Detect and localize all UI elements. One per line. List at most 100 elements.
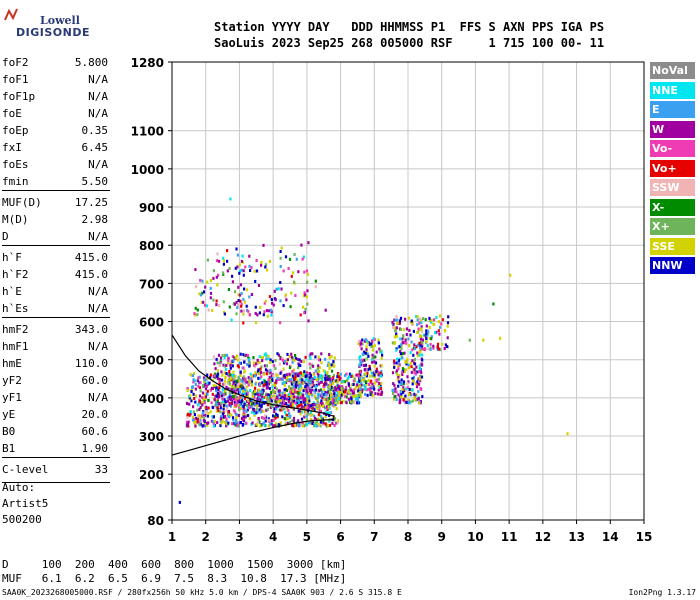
echo-point [300,417,304,421]
echo-point [272,414,275,418]
echo-point [246,353,249,357]
echo-point [192,380,195,384]
echo-point [224,414,227,418]
echo-point [216,421,219,425]
echo-point [237,424,240,428]
echo-point [254,305,257,309]
echo-point [296,398,299,402]
echo-point [203,380,206,384]
echo-point [199,381,202,385]
echo-point [235,420,238,424]
echo-point [324,391,327,394]
echo-point [339,391,342,394]
echo-point [294,372,297,376]
param-row: fmin 5.50 [2,175,108,192]
echo-point [264,419,267,423]
echo-point [235,300,238,304]
echo-point [401,370,404,374]
echo-point [213,424,216,428]
echo-point [365,383,368,387]
echo-point [217,353,221,357]
echo-point [308,386,311,390]
echo-point [355,383,359,387]
echo-point [228,387,231,391]
echo-point [296,405,299,408]
echo-point [206,381,209,385]
echo-point [250,379,253,383]
echo-point [247,376,250,380]
echo-point [203,424,207,428]
echo-point [319,375,322,379]
echo-point [235,412,238,416]
legend-item: SSE [650,237,695,255]
echo-point [406,386,409,390]
echo-point [306,372,309,376]
param-row: foF1 N/A [2,73,108,90]
echo-point [218,386,221,390]
echo-point [299,396,303,400]
echo-point [309,414,312,417]
echo-point [281,408,284,412]
echo-point [316,404,319,408]
echo-point [239,403,242,407]
echo-point [419,337,422,341]
echo-point [194,394,197,398]
x-tick-label: 12 [535,530,552,544]
echo-point [237,406,241,410]
echo-point [317,417,320,421]
echo-point [318,366,321,370]
echo-point [342,392,345,396]
echo-point [311,352,314,356]
echo-point [216,377,219,381]
echo-point [198,414,201,418]
echo-point [350,397,353,401]
echo-point [204,413,207,417]
echo-point [421,347,424,351]
echo-point [275,387,278,391]
echo-point [193,397,196,400]
echo-point [288,355,291,358]
echo-point [265,372,268,376]
echo-point [233,405,236,408]
echo-point [368,343,371,347]
echo-point [307,379,310,383]
y-tick-label: 700 [139,277,164,291]
echo-point [320,361,323,365]
echo-point [274,367,277,370]
echo-point [273,383,276,387]
echo-point [305,414,308,418]
echo-point [331,403,334,407]
echo-point [244,265,247,269]
echo-point [348,375,351,379]
echo-point [281,378,284,382]
echo-point [256,420,259,424]
echo-point [242,353,245,357]
echo-point [345,401,348,405]
echo-point [317,358,321,362]
echo-point [260,375,263,379]
echo-point [226,269,229,273]
echo-point [270,404,274,408]
echo-point [253,390,257,394]
echo-point [281,415,284,419]
echo-point [328,406,331,410]
echo-point [238,400,241,404]
echo-point [276,376,279,380]
echo-point [214,401,218,404]
echo-point [328,375,331,378]
echo-point [256,358,259,362]
echo-point [319,420,323,424]
echo-point [447,315,450,319]
echo-point [256,313,259,317]
x-tick-label: 13 [568,530,585,544]
echo-point [327,401,330,405]
echo-point [254,311,257,315]
echo-point [202,391,205,395]
echo-point [276,396,279,400]
echo-point [322,421,325,425]
echo-point [307,397,310,401]
echo-point [404,394,407,398]
echo-point [440,322,443,326]
echo-point [245,288,249,292]
echo-point [233,379,236,383]
